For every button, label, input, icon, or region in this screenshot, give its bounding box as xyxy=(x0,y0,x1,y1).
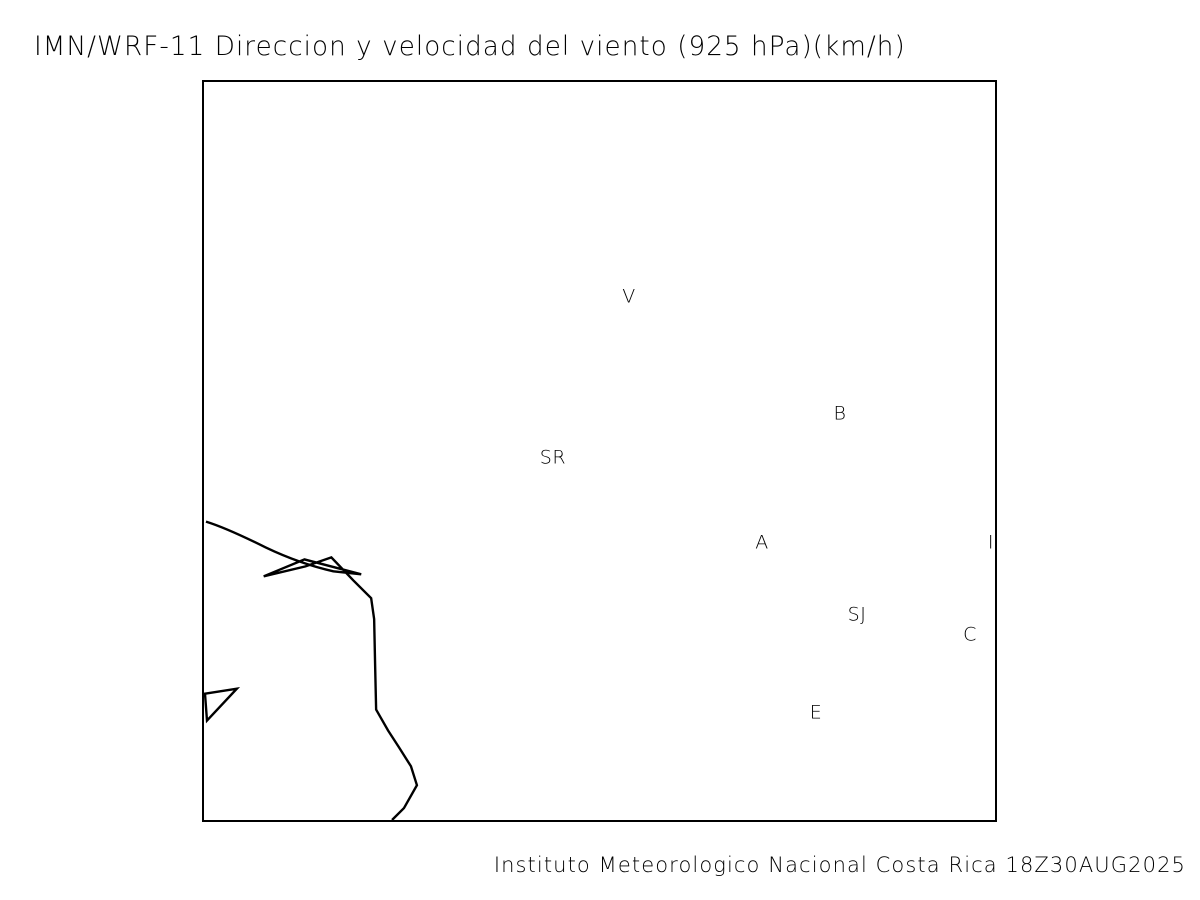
coastline-main xyxy=(205,520,419,820)
coastline-peninsula xyxy=(204,686,241,724)
map-frame: V B SR A I SJ C E xyxy=(202,80,997,822)
page-title: IMN/WRF-11 Direccion y velocidad del vie… xyxy=(34,31,906,62)
station-label-v: V xyxy=(622,285,636,308)
station-label-b: B xyxy=(833,402,847,425)
station-label-sr: SR xyxy=(539,446,567,469)
station-label-e: E xyxy=(809,701,823,724)
station-label-i: I xyxy=(987,531,995,554)
station-label-c: C xyxy=(963,623,977,646)
map-canvas xyxy=(204,520,419,820)
station-label-sj: SJ xyxy=(847,603,867,626)
station-label-a: A xyxy=(755,531,769,554)
footer-credit: Instituto Meteorologico Nacional Costa R… xyxy=(493,853,1186,877)
